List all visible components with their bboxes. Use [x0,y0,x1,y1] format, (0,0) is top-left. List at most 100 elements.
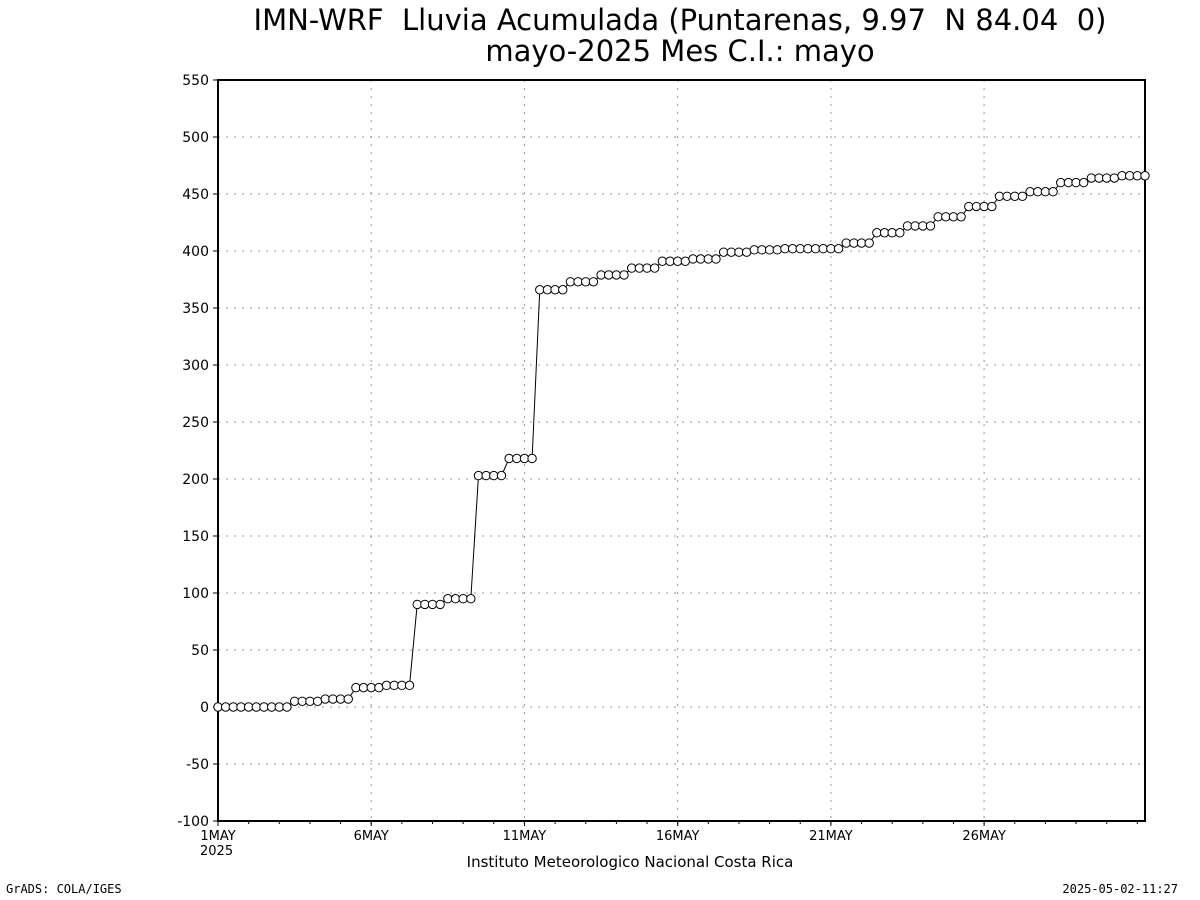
x-tick-label: 16MAY [656,829,700,844]
data-point [558,285,568,295]
data-point [895,228,905,238]
data-point [611,270,622,280]
series-accumulated-rain [213,171,1150,712]
grid [218,80,1145,821]
data-point [1124,171,1135,181]
y-tick-label: 300 [182,358,209,374]
data-point [320,694,330,704]
data-point [282,702,292,712]
data-point [435,599,445,610]
data-point [588,277,599,287]
data-point [688,254,698,264]
chart-subtitle: mayo-2025 Mes C.I.: mayo [485,34,875,68]
data-point [374,682,384,693]
data-point [251,702,262,712]
axes: -100 -50 0 50 100 150 200 250 300 350 400 450 500 550… [177,73,1146,844]
institute-label: Instituto Meteorologico Nacional Costa R… [466,853,794,871]
data-point [764,245,775,255]
data-point [849,238,859,248]
data-point [328,694,338,704]
data-point [412,599,422,610]
data-point [335,694,346,704]
x-tick-label: 21MAY [809,829,853,844]
data-point [795,244,805,254]
data-point [619,270,629,280]
plot-frame [217,79,1146,822]
y-tick-label: 450 [182,187,209,203]
data-point [604,270,614,280]
data-point [718,247,729,257]
data-point [1109,173,1120,183]
series-line [218,175,1145,708]
data-point [971,201,982,212]
data-point [259,702,269,712]
data-point [864,238,874,248]
data-point [1048,187,1058,197]
data-point [312,696,323,706]
data-point [450,594,461,604]
data-point [902,221,913,231]
data-point [527,453,537,464]
data-point [987,201,997,212]
data-point [726,247,736,257]
data-point [810,244,821,254]
data-point [627,263,637,273]
y-tick-label: 150 [182,529,209,545]
data-point [649,263,660,273]
data-point [1025,187,1035,197]
data-point [481,470,491,481]
data-point [665,256,675,266]
data-point [358,682,369,693]
data-point [841,238,851,248]
data-point [803,244,813,254]
data-point [703,254,714,264]
x-tick-label: 11MAY [503,829,547,844]
credit-label: GrADS: COLA/IGES [6,882,122,896]
data-point [236,702,246,712]
data-point [657,256,668,266]
data-point [489,470,499,481]
data-point [266,702,277,712]
data-point [872,228,882,238]
y-tick-label: 200 [182,472,209,488]
data-point [780,244,790,254]
data-point [634,263,645,273]
data-point [504,453,514,464]
data-point [680,256,691,266]
data-point [565,277,576,287]
data-point [1010,191,1020,201]
data-point [443,594,453,604]
y-tick-label: 400 [182,244,209,260]
data-point [1132,171,1143,181]
data-point [711,254,721,264]
data-point [512,453,522,464]
data-point [581,277,591,287]
data-point [964,201,974,212]
data-point [879,228,890,238]
chart-title: IMN-WRF Lluvia Acumulada (Puntarenas, 9.… [253,3,1107,37]
data-point [289,696,300,706]
data-point [1086,173,1097,183]
data-point [994,191,1005,201]
data-point [741,247,752,257]
data-point [925,221,936,231]
data-point [887,228,897,238]
data-point [573,277,583,287]
data-point [956,212,966,222]
data-point [979,201,989,212]
data-point [933,212,943,222]
data-point [1033,187,1043,197]
data-point [695,254,706,264]
x-axis-year-label: 2025 [200,844,234,859]
y-tick-label: 250 [182,415,209,431]
data-point [1101,173,1112,183]
data-point [1071,177,1081,188]
data-point [757,245,767,255]
data-point [1056,177,1066,188]
data-point [856,238,867,248]
y-tick-label: -50 [186,757,209,773]
data-point [826,244,836,254]
data-point [818,244,828,254]
x-tick-label: 26MAY [962,829,1006,844]
